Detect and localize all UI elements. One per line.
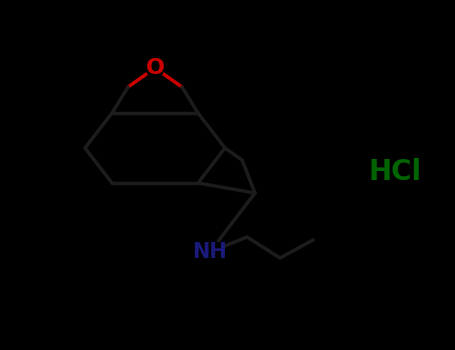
Text: NH: NH <box>192 242 228 262</box>
Circle shape <box>146 59 164 77</box>
Text: O: O <box>146 58 165 78</box>
Circle shape <box>198 240 222 264</box>
Text: HCl: HCl <box>369 158 422 186</box>
